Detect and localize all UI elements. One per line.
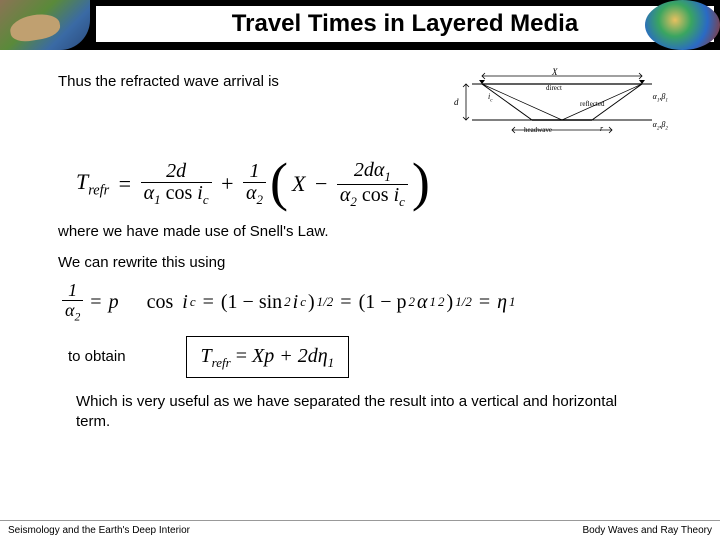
footer-left: Seismology and the Earth's Deep Interior [8, 525, 190, 536]
slide-header: Travel Times in Layered Media [0, 0, 720, 50]
diagram-layer1: α1,β1 [653, 92, 668, 105]
diagram-label-reflected: reflected [580, 100, 604, 109]
final-text: Which is very useful as we have separate… [76, 392, 636, 433]
equation-boxed: Trefr = Xp + 2dη1 [186, 336, 350, 379]
intro-text: Thus the refracted wave arrival is [58, 70, 436, 92]
equation-main: Trefr = 2d α1 cos ic + 1 α2 ( X − 2dα1 α… [76, 160, 662, 208]
ray-diagram: X direct reflected headwave d ic r α1,β1… [452, 70, 662, 150]
slide-body: Thus the refracted wave arrival is [0, 50, 720, 433]
footer-right: Body Waves and Ray Theory [582, 525, 712, 536]
diagram-label-d: d [454, 96, 459, 108]
to-obtain-text: to obtain [68, 347, 126, 367]
where-text: where we have made use of Snell's Law. [58, 222, 662, 242]
diagram-label-r: r [600, 124, 603, 135]
slide-footer: Seismology and the Earth's Deep Interior… [0, 520, 720, 540]
diagram-layer2: α2,β2 [653, 120, 668, 133]
equation-substitutions: 1 α2 = p cos ic = (1 − sin2 ic)1/2 = (1 … [62, 281, 662, 324]
diagram-label-ic: ic [488, 92, 493, 105]
diagram-label-X: X [552, 66, 558, 78]
page-title: Travel Times in Layered Media [96, 6, 714, 44]
logo-left [0, 0, 90, 50]
diagram-label-headwave: headwave [524, 126, 552, 135]
rewrite-text: We can rewrite this using [58, 253, 662, 273]
diagram-label-direct: direct [546, 84, 562, 93]
logo-right [645, 0, 720, 50]
